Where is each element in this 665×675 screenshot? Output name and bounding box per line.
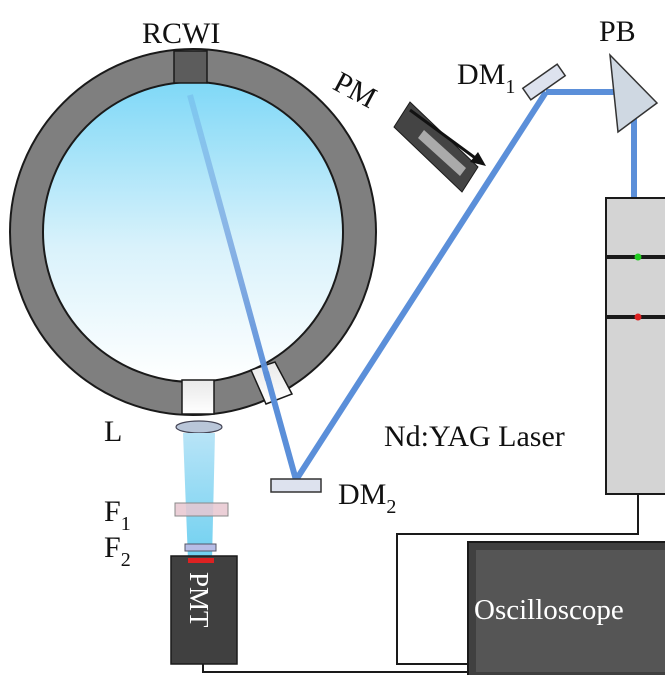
filter-f2 <box>184 543 217 552</box>
ring-inner <box>42 81 344 383</box>
dm1-mirror <box>521 63 567 101</box>
filter-f1 <box>174 502 229 517</box>
dm2-mirror <box>270 478 322 493</box>
pm-slot <box>418 130 466 176</box>
label-f1-sub: 1 <box>121 513 131 535</box>
label-dm2-main: DM <box>338 478 386 511</box>
label-laser: Nd:YAG Laser <box>384 420 565 453</box>
laser-led-red <box>634 313 642 321</box>
emission-cone <box>183 433 215 560</box>
laser-section-2 <box>605 257 665 317</box>
pb-prism <box>609 52 659 134</box>
oscilloscope-screen <box>476 550 665 672</box>
rcwi-ring-cell <box>9 48 377 416</box>
top-window <box>173 50 208 84</box>
beam-dm2-to-dm1 <box>293 90 549 482</box>
pmt-to-oscilloscope-wire <box>202 664 470 673</box>
lens <box>175 420 223 434</box>
ndyag-laser <box>605 197 665 495</box>
oscilloscope <box>467 541 665 675</box>
pmt-body <box>170 555 238 665</box>
pm-arrow <box>409 108 486 166</box>
label-dm1-sub: 1 <box>505 76 515 98</box>
power-meter <box>393 101 479 193</box>
laser-section-1 <box>605 197 665 257</box>
beam-cell-to-dm2 <box>263 371 299 481</box>
label-rcwi: RCWI <box>142 17 220 50</box>
label-l: L <box>104 415 122 448</box>
bottom-window <box>181 379 215 415</box>
label-f1-main: F <box>104 495 121 528</box>
laser-section-3 <box>605 317 665 495</box>
label-dm1: DM1 <box>457 58 515 98</box>
label-dm2: DM2 <box>338 478 396 518</box>
wiring <box>202 494 639 673</box>
beam-inside-cell <box>187 94 271 381</box>
laser-to-oscilloscope-wire <box>396 494 639 665</box>
label-f1: F1 <box>104 495 131 535</box>
label-pm: PM <box>328 65 382 114</box>
label-pmt: PMT <box>184 572 214 628</box>
pmt-detector <box>170 555 238 665</box>
label-f2-sub: 2 <box>121 549 131 571</box>
label-dm1-main: DM <box>457 58 505 91</box>
label-f2-main: F <box>104 531 121 564</box>
laser-led-green <box>634 253 642 261</box>
label-pb: PB <box>599 15 636 48</box>
label-oscilloscope: Oscilloscope <box>474 594 624 626</box>
label-dm2-sub: 2 <box>386 496 396 518</box>
label-f2: F2 <box>104 531 131 571</box>
pmt-window <box>188 558 214 563</box>
